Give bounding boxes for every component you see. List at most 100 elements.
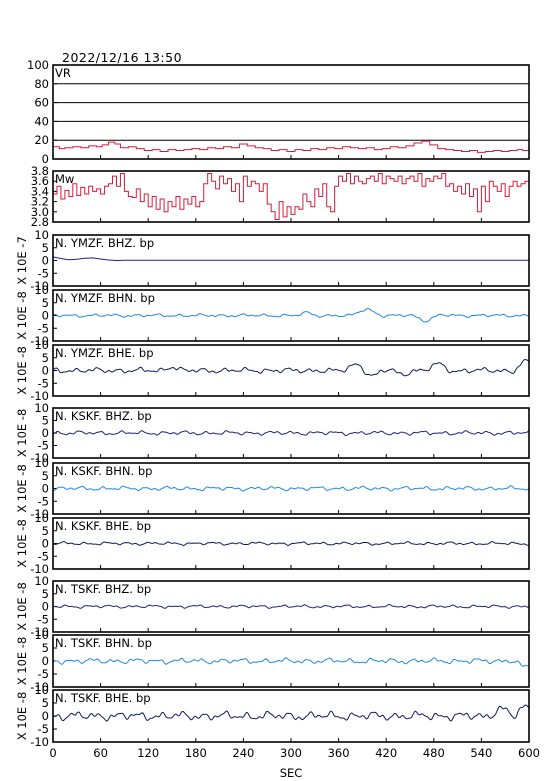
- panel-label-tskf-bhz: N. TSKF. BHZ. bp: [55, 582, 151, 596]
- ytick-label-ymzf-bhe: -10: [30, 389, 49, 403]
- yunit-label-ymzf-bhn: X 10E -8: [15, 291, 29, 340]
- yunit-label-ymzf-bhz: X 10E -7: [15, 236, 29, 285]
- xtick-label: 300: [280, 746, 302, 760]
- series-line-ymzf-bhn: [53, 307, 530, 323]
- ytick-label-vr: 60: [34, 96, 49, 110]
- ytick-label-kskf-bhz: 0: [42, 426, 49, 440]
- panel-label-ymzf-bhn: N. YMZF. BHN. bp: [55, 291, 155, 305]
- ytick-label-ymzf-bhz: 10: [34, 228, 49, 242]
- ytick-label-kskf-bhe: 0: [42, 537, 49, 551]
- series-line-tskf-bhz: [52, 604, 530, 609]
- ytick-label-ymzf-bhe: 10: [34, 338, 49, 352]
- ytick-label-ymzf-bhe: 5: [42, 351, 49, 365]
- ytick-label-mw: 3.0: [31, 205, 49, 219]
- ytick-label-kskf-bhn: -5: [38, 494, 49, 508]
- series-line-kskf-bhe: [52, 541, 530, 546]
- ytick-label-ymzf-bhz: -5: [38, 266, 49, 280]
- ytick-label-tskf-bhn: -5: [38, 667, 49, 681]
- xtick-label: 60: [93, 746, 108, 760]
- panel-label-kskf-bhn: N. KSKF. BHN. bp: [55, 464, 152, 478]
- series-line-kskf-bhn: [52, 485, 530, 492]
- ytick-label-tskf-bhn: 0: [42, 654, 49, 668]
- panel-label-kskf-bhe: N. KSKF. BHE. bp: [55, 519, 151, 533]
- series-line-tskf-bhe: [52, 704, 530, 722]
- ytick-label-tskf-bhn: 5: [42, 641, 49, 655]
- ytick-label-kskf-bhe: -10: [30, 562, 49, 576]
- ytick-label-vr: 40: [34, 114, 49, 128]
- ytick-label-kskf-bhe: -5: [38, 549, 49, 563]
- panel-label-mw: Mw: [55, 172, 74, 186]
- ytick-label-vr: 100: [27, 58, 49, 72]
- yunit-label-kskf-bhz: X 10E -8: [15, 409, 29, 458]
- x-axis-title: SEC: [280, 766, 303, 780]
- ytick-label-ymzf-bhz: 5: [42, 241, 49, 255]
- xtick-label: 0: [49, 746, 56, 760]
- xtick-label: 360: [328, 746, 350, 760]
- ytick-label-tskf-bhe: 10: [34, 683, 49, 697]
- ytick-label-mw: 3.8: [31, 164, 49, 178]
- ytick-label-tskf-bhz: 10: [34, 574, 49, 588]
- xtick-label: 180: [185, 746, 207, 760]
- ytick-label-tskf-bhe: 5: [42, 696, 49, 710]
- ytick-label-tskf-bhz: 0: [42, 600, 49, 614]
- ytick-label-ymzf-bhn: 10: [34, 283, 49, 297]
- series-line-vr: [53, 140, 530, 153]
- ytick-label-tskf-bhz: -10: [30, 625, 49, 639]
- ytick-label-tskf-bhn: -10: [30, 680, 49, 694]
- yunit-label-kskf-bhe: X 10E -8: [15, 519, 29, 568]
- xtick-label: 600: [518, 746, 540, 760]
- xtick-label: 420: [375, 746, 397, 760]
- ytick-label-ymzf-bhn: -10: [30, 334, 49, 348]
- ytick-label-vr: 80: [34, 77, 49, 91]
- ytick-label-ymzf-bhz: 0: [42, 254, 49, 268]
- ytick-label-kskf-bhz: 10: [34, 401, 49, 415]
- ytick-label-tskf-bhe: 0: [42, 709, 49, 723]
- ytick-label-ymzf-bhz: -10: [30, 279, 49, 293]
- panel-label-ymzf-bhe: N. YMZF. BHE. bp: [55, 346, 154, 360]
- ytick-label-kskf-bhn: -10: [30, 507, 49, 521]
- ytick-label-mw: 3.4: [31, 184, 49, 198]
- series-line-ymzf-bhe: [52, 358, 530, 377]
- ytick-label-ymzf-bhe: -5: [38, 376, 49, 390]
- panel-label-tskf-bhn: N. TSKF. BHN. bp: [55, 636, 152, 650]
- series-line-ymzf-bhz: [52, 256, 529, 262]
- ytick-label-mw: 2.8: [31, 215, 49, 229]
- ytick-label-vr: 20: [34, 133, 49, 147]
- ytick-label-kskf-bhz: -5: [38, 439, 49, 453]
- ytick-label-ymzf-bhn: -5: [38, 321, 49, 335]
- series-line-mw: [53, 173, 530, 220]
- xtick-label: 240: [232, 746, 254, 760]
- ytick-label-mw: 3.2: [31, 195, 49, 209]
- ytick-label-mw: 3.6: [31, 174, 49, 188]
- panel-frame-vr: [52, 64, 530, 160]
- yunit-label-ymzf-bhe: X 10E -8: [15, 346, 29, 395]
- yunit-label-tskf-bhe: X 10E -8: [15, 692, 29, 741]
- ytick-label-tskf-bhe: -10: [30, 735, 49, 749]
- panel-label-ymzf-bhz: N. YMZF. BHZ. bp: [55, 236, 154, 250]
- ytick-label-tskf-bhe: -5: [38, 722, 49, 736]
- ytick-label-kskf-bhz: 5: [42, 414, 49, 428]
- series-line-kskf-bhz: [52, 430, 530, 436]
- ytick-label-vr: 0: [42, 152, 49, 166]
- panel-label-tskf-bhe: N. TSKF. BHE. bp: [55, 691, 151, 705]
- ytick-label-kskf-bhn: 10: [34, 456, 49, 470]
- xtick-label: 540: [470, 746, 492, 760]
- timestamp: 2022/12/16 13:50: [62, 50, 183, 65]
- yunit-label-kskf-bhn: X 10E -8: [15, 464, 29, 513]
- ytick-label-ymzf-bhe: 0: [42, 364, 49, 378]
- ytick-label-kskf-bhe: 10: [34, 511, 49, 525]
- panel-label-vr: VR: [55, 66, 71, 80]
- xtick-label: 120: [137, 746, 159, 760]
- ytick-label-ymzf-bhn: 0: [42, 309, 49, 323]
- ytick-label-tskf-bhz: -5: [38, 612, 49, 626]
- ytick-label-kskf-bhe: 5: [42, 524, 49, 538]
- ytick-label-kskf-bhn: 5: [42, 469, 49, 483]
- yunit-label-tskf-bhn: X 10E -8: [15, 637, 29, 686]
- series-line-tskf-bhn: [52, 657, 529, 667]
- xtick-label: 480: [423, 746, 445, 760]
- ytick-label-kskf-bhn: 0: [42, 482, 49, 496]
- ytick-label-ymzf-bhn: 5: [42, 296, 49, 310]
- ytick-label-kskf-bhz: -10: [30, 451, 49, 465]
- panel-label-kskf-bhz: N. KSKF. BHZ. bp: [55, 409, 152, 423]
